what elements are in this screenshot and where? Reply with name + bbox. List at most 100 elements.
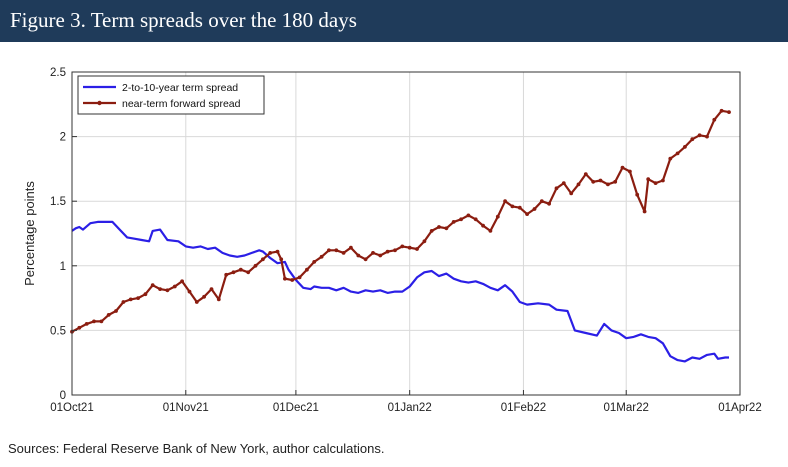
series-point [437,225,441,229]
series-point [642,209,647,214]
series-point [517,205,522,210]
series-point [165,288,170,293]
legend-label: 2-to-10-year term spread [122,82,238,94]
series-point [712,117,717,122]
series-point [495,214,500,219]
series-point [393,248,397,253]
series-point [334,248,339,253]
series-point [510,204,515,209]
series-point [727,110,731,114]
series-point [400,244,405,249]
series-point [646,177,651,182]
sources-note: Sources: Federal Reserve Bank of New Yor… [8,441,385,456]
line-chart: 01Oct21 01Nov21 01Dec21 01Jan22 01Feb22 01Mar… [22,67,762,414]
y-tick-label: 2 [60,132,66,144]
series-point [224,272,229,277]
series-line-1 [71,220,729,363]
series-point [319,254,324,259]
series-point [363,257,368,262]
series-point [385,249,390,254]
series-point [92,319,96,324]
series-point [606,182,610,187]
series-point [172,284,177,289]
legend-label: near-term forward spread [122,98,241,110]
series-point [547,201,551,206]
series-point [121,300,126,304]
series-point [279,257,284,262]
series-point [187,289,192,294]
legend-box [77,75,265,115]
series-point [488,229,493,233]
series-point [569,191,574,196]
series-point [99,319,104,324]
series-point [349,245,353,250]
series-point [539,199,544,204]
figure-title: Figure 3. Term spreads over the 180 days [10,8,357,32]
series-point [429,229,434,233]
x-tick-label: 01Apr22 [718,402,761,414]
series-point [705,134,709,139]
series-line-2 [71,109,730,333]
series-point [180,279,185,284]
series-point [378,253,383,258]
series-point [114,309,118,313]
series-point [84,322,89,326]
series-point [209,287,214,291]
series-point [628,169,632,174]
series-point [422,239,427,244]
series-point [312,260,317,264]
series-point [341,251,346,255]
series-point [136,296,141,300]
series-point [150,283,155,288]
series-point [459,217,463,222]
chart-area: 01Oct21 01Nov21 01Dec21 01Jan22 01Feb22 01Mar… [0,42,788,432]
series-point [444,226,449,231]
series-point [620,165,625,170]
series-point [246,270,251,275]
legend: 2-to-10-year term spread near-term forwar… [77,75,265,115]
series-point [466,213,471,218]
series-point [503,199,507,204]
series-point [591,179,596,184]
series-point [275,249,280,254]
series-point [451,220,456,224]
series-point [525,212,529,217]
series-point [690,137,695,142]
plot-frame [71,71,741,396]
series-layer [70,108,731,363]
series-point [327,248,331,253]
series-point [635,192,640,197]
series-point [661,178,665,183]
series-point [481,223,485,228]
series-point [407,245,412,250]
series-point [268,251,273,255]
figure-header: Figure 3. Term spreads over the 180 days [0,0,788,42]
x-tick-label: 01Dec21 [273,402,319,414]
series-point [202,294,207,299]
series-point [77,325,82,330]
x-tick-label: 01Jan22 [388,402,432,414]
series-point [598,178,603,183]
y-tick-label: 0 [60,390,66,402]
series-point [613,179,618,184]
series-point [253,263,258,268]
tick-layer: 01Oct21 01Nov21 01Dec21 01Jan22 01Feb22 01Mar… [50,67,762,414]
series-point [261,257,265,262]
y-tick-label: 1 [60,261,66,273]
series-point [554,186,559,191]
x-tick-label: 01Nov21 [163,402,209,414]
x-tick-label: 01Feb22 [501,402,546,414]
series-point [305,267,309,272]
series-point [668,156,673,161]
series-point [583,172,588,177]
series-point [697,133,702,138]
series-point [561,181,566,186]
y-tick-label: 2.5 [50,67,66,79]
series-point [356,253,361,258]
series-point [576,182,581,187]
y-tick-label: 1.5 [50,196,66,208]
series-point [653,181,658,186]
series-point [143,292,148,297]
series-point [238,267,243,272]
series-point [231,270,236,275]
